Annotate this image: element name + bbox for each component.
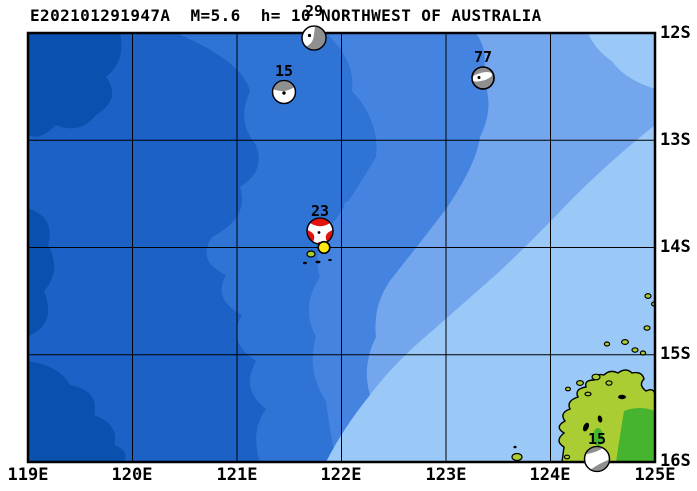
beachball-label-15-top: 15 (274, 62, 294, 80)
mainland-highland (593, 428, 603, 446)
coastal-inlet (582, 422, 590, 432)
lat-tick-12s: 12S (660, 23, 691, 43)
focal-mechanism-29 (301, 25, 327, 51)
focal-mechanism-15-bottom (583, 445, 611, 473)
lat-tick-16s: 16S (660, 451, 691, 471)
ocean-deepest-patch (28, 33, 122, 137)
lat-tick-14s: 14S (660, 237, 691, 257)
ocean-depth-dot (344, 201, 354, 209)
epicenter-marker (317, 240, 331, 255)
mainland-highland (616, 408, 655, 462)
bathymetry-layer (28, 33, 655, 462)
islet (513, 445, 517, 449)
reef-islets (303, 250, 332, 265)
lon-tick-125e: 125E (634, 465, 676, 485)
graticule (28, 33, 655, 462)
map-border (26, 31, 657, 464)
lat-tick-15s: 15S (660, 344, 691, 364)
lon-tick-120e: 120E (111, 465, 153, 485)
land-layer (303, 250, 655, 462)
coastal-inlet (597, 415, 603, 423)
beachball-label-23: 23 (310, 202, 330, 220)
focal-mechanism-15-top (271, 79, 297, 105)
lon-tick-124e: 124E (529, 465, 571, 485)
beachball-label-29: 29 (304, 2, 324, 20)
lon-tick-121e: 121E (216, 465, 258, 485)
lat-tick-13s: 13S (660, 130, 691, 150)
plot-title: E202101291947A M=5.6 h= 10 NORTHWEST OF … (30, 6, 542, 25)
beachball-label-15-bottom: 15 (587, 430, 607, 448)
lon-tick-123e: 123E (425, 465, 467, 485)
lon-tick-119e: 119E (7, 465, 49, 485)
ocean-shallowest-band (326, 125, 655, 462)
lon-tick-122e: 122E (320, 465, 362, 485)
island-group (511, 293, 655, 462)
focal-mechanism-23-main (306, 217, 334, 245)
focal-mechanism-77 (471, 66, 495, 90)
coastal-inlet (618, 394, 626, 400)
beachball-label-77: 77 (473, 48, 493, 66)
ocean-deepest-patch (28, 208, 55, 337)
ocean-deepest-patch (28, 361, 126, 462)
ocean-shallow-corner (588, 33, 655, 89)
